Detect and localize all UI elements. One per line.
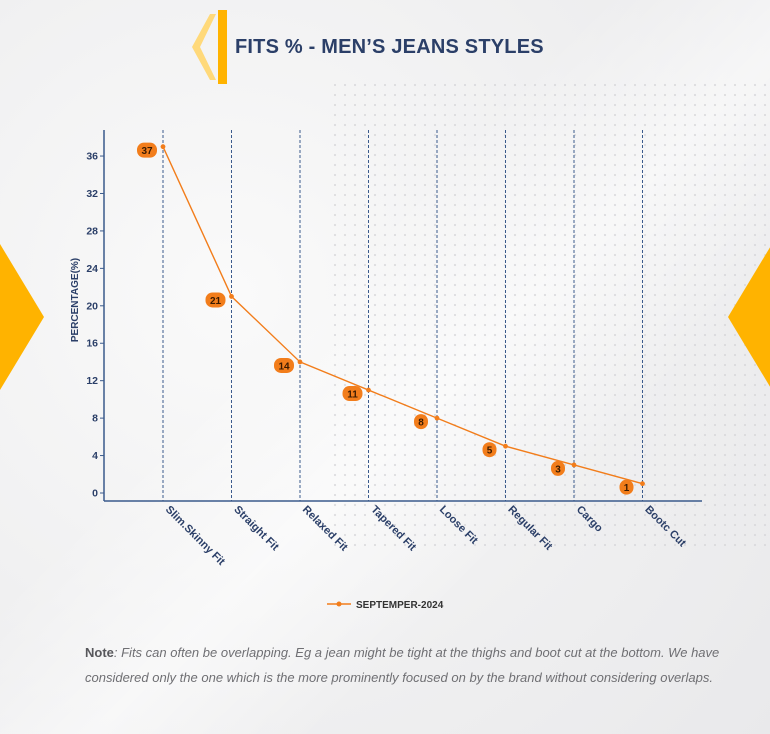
data-label-badge bbox=[137, 142, 157, 158]
axes bbox=[103, 130, 702, 502]
x-tick-label: Regular Fit bbox=[505, 504, 554, 553]
data-label: 1 bbox=[624, 483, 630, 494]
left-triangle-decoration bbox=[0, 244, 44, 390]
x-tick-label: Tapered Fit bbox=[368, 504, 418, 554]
footnote: Note: Fits can often be overlapping. Eg … bbox=[85, 641, 725, 690]
y-tick-labels: 0 4 8 12 16 20 24 28 32 36 bbox=[86, 151, 104, 500]
note-label: Note bbox=[85, 645, 114, 660]
data-label: 14 bbox=[278, 361, 290, 372]
x-tick-label: Cargo bbox=[574, 504, 605, 535]
x-tick-label: Bootc Cut bbox=[642, 504, 688, 550]
data-label: 3 bbox=[555, 464, 561, 475]
data-label-badge bbox=[342, 386, 363, 402]
y-tick-label: 4 bbox=[92, 450, 98, 462]
x-tick-label: Slim.Skinny Fit bbox=[163, 504, 227, 568]
dot-pattern bbox=[330, 80, 770, 550]
y-tick-label: 16 bbox=[86, 338, 98, 350]
data-point bbox=[160, 144, 166, 150]
data-label-badge bbox=[205, 292, 226, 308]
data-labels: 37 21 14 11 8 5 3 1 bbox=[137, 142, 634, 495]
y-tick-label: 12 bbox=[86, 375, 98, 387]
data-label-badge bbox=[619, 479, 634, 495]
y-tick-label: 20 bbox=[86, 300, 98, 312]
data-point bbox=[434, 415, 440, 421]
series-line-path bbox=[162, 146, 643, 485]
data-point bbox=[366, 387, 371, 393]
data-point bbox=[229, 294, 234, 299]
y-tick-label: 8 bbox=[92, 413, 98, 425]
y-tick-label: 28 bbox=[86, 225, 98, 237]
x-tick-labels: Slim.Skinny Fit Straight Fit Relaxed Fit Ta… bbox=[163, 504, 688, 568]
data-label: 8 bbox=[418, 418, 424, 429]
data-label: 11 bbox=[347, 390, 358, 401]
data-label-badge bbox=[274, 357, 294, 373]
x-tick-label: Relaxed Fit bbox=[300, 504, 350, 554]
data-point bbox=[297, 359, 303, 365]
data-label-badge bbox=[482, 442, 497, 458]
legend-label: SEPTEMPER-2024 bbox=[356, 600, 444, 611]
y-axis-label: PERCENTAGE(%) bbox=[70, 258, 81, 342]
page-title: FITS % - MEN’S JEANS STYLES bbox=[235, 36, 544, 58]
series-line bbox=[160, 144, 645, 487]
data-label: 37 bbox=[141, 146, 153, 157]
data-label-badge bbox=[551, 460, 565, 476]
data-label: 5 bbox=[487, 446, 493, 457]
x-tick-label: Loose Fit bbox=[437, 504, 480, 547]
legend: SEPTEMPER-2024 bbox=[327, 600, 444, 611]
y-tick-label: 0 bbox=[92, 488, 98, 500]
title-chevron-icon bbox=[192, 10, 227, 84]
data-label: 21 bbox=[210, 296, 222, 307]
legend-marker-icon bbox=[336, 601, 342, 607]
y-tick-label: 24 bbox=[86, 263, 98, 275]
data-label-badge bbox=[414, 414, 428, 430]
right-triangle-decoration bbox=[728, 247, 770, 387]
grid-lines bbox=[162, 130, 643, 501]
y-tick-label: 32 bbox=[86, 188, 98, 200]
data-point bbox=[571, 462, 577, 468]
x-tick-label: Straight Fit bbox=[231, 504, 281, 554]
data-point bbox=[503, 443, 508, 449]
note-text: : Fits can often be overlapping. Eg a je… bbox=[85, 645, 720, 685]
data-point bbox=[640, 481, 645, 487]
y-tick-label: 36 bbox=[86, 151, 98, 163]
